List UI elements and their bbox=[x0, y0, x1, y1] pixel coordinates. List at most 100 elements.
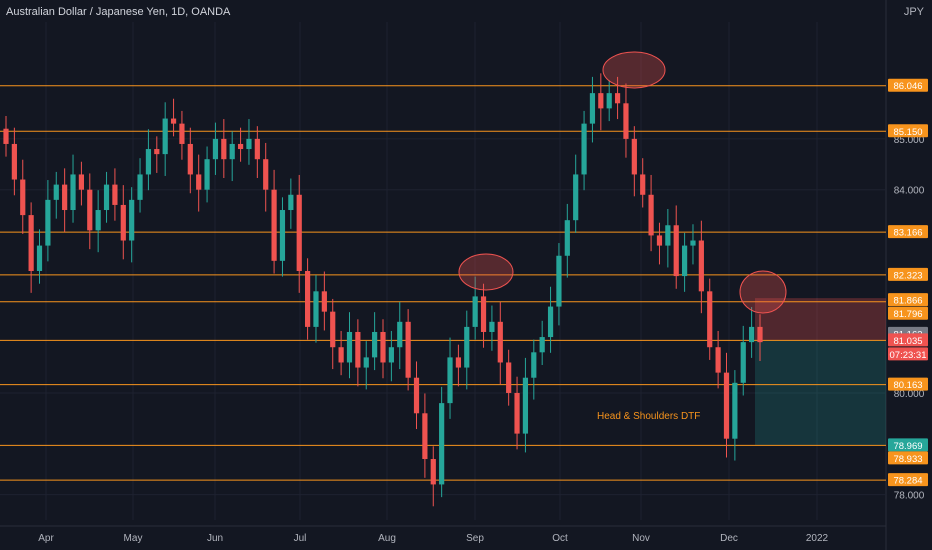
candle-body bbox=[497, 321, 503, 363]
candle-body bbox=[723, 372, 730, 439]
candle-body bbox=[606, 93, 612, 109]
chart-title: Australian Dollar / Japanese Yen, 1D, OA… bbox=[6, 6, 231, 18]
price-label: 78.284 bbox=[893, 476, 922, 487]
candle-body bbox=[648, 194, 654, 236]
candle-body bbox=[120, 204, 126, 241]
price-label: 78.969 bbox=[893, 441, 922, 452]
candle-body bbox=[581, 123, 587, 175]
candle-body bbox=[598, 93, 604, 109]
candle-body bbox=[547, 306, 554, 338]
candle-body bbox=[28, 215, 34, 271]
x-tick-label: Sep bbox=[466, 533, 484, 544]
price-label-box bbox=[888, 438, 928, 452]
candle-body bbox=[112, 184, 118, 205]
candle-body bbox=[212, 138, 219, 160]
x-tick-label: May bbox=[124, 533, 143, 544]
candle-body bbox=[246, 138, 252, 150]
candle-body bbox=[196, 174, 202, 190]
candle-body bbox=[439, 403, 445, 485]
target-zone-box bbox=[755, 340, 886, 446]
candle-body bbox=[464, 326, 470, 368]
candle-body bbox=[355, 331, 361, 368]
candle-body bbox=[187, 143, 193, 175]
price-label: 80.163 bbox=[893, 380, 922, 391]
candle-body bbox=[129, 199, 135, 241]
candle-body bbox=[682, 245, 688, 277]
candle-body bbox=[254, 138, 260, 160]
candle-body bbox=[70, 174, 76, 211]
candle-body bbox=[137, 174, 143, 200]
y-tick-label: 80.000 bbox=[894, 389, 925, 400]
candle-body bbox=[614, 93, 621, 104]
price-label-box bbox=[888, 333, 928, 347]
candle-body bbox=[204, 159, 210, 190]
candle-body bbox=[430, 459, 436, 485]
price-label-box bbox=[888, 78, 928, 92]
candle-body bbox=[53, 184, 59, 200]
candle-body bbox=[372, 331, 378, 358]
candle-body bbox=[36, 245, 43, 271]
x-tick-label: Jul bbox=[294, 533, 307, 544]
x-tick-label: Jun bbox=[207, 533, 223, 544]
price-label: 86.046 bbox=[893, 81, 922, 92]
highlight-ellipse bbox=[602, 51, 666, 89]
candle-body bbox=[3, 128, 9, 144]
y-tick-label: 84.000 bbox=[894, 186, 925, 197]
x-tick-label: Nov bbox=[632, 533, 650, 544]
candle-body bbox=[480, 296, 487, 332]
candle-body bbox=[422, 413, 428, 460]
candle-body bbox=[690, 240, 696, 246]
candle-body bbox=[288, 194, 294, 211]
candle-body bbox=[589, 93, 596, 124]
candle-body bbox=[539, 337, 545, 353]
candle-body bbox=[263, 159, 269, 190]
candle-body bbox=[20, 179, 26, 216]
candle-body bbox=[556, 255, 562, 307]
highlight-ellipse bbox=[458, 253, 514, 291]
candle-body bbox=[397, 321, 403, 348]
candle-body bbox=[413, 377, 420, 414]
candle-body bbox=[62, 184, 68, 211]
pattern-annotation: Head & Shoulders DTF bbox=[597, 411, 701, 422]
price-label: 07:23:31 bbox=[890, 350, 927, 361]
price-label-box bbox=[888, 347, 928, 361]
price-label: 83.166 bbox=[893, 228, 922, 239]
candle-body bbox=[472, 296, 478, 327]
candle-body bbox=[95, 210, 101, 231]
highlight-ellipse bbox=[739, 270, 787, 314]
candle-body bbox=[237, 143, 244, 150]
candle-body bbox=[229, 143, 235, 160]
candle-body bbox=[522, 377, 529, 434]
candle-body bbox=[103, 184, 110, 211]
candle-body bbox=[656, 235, 663, 246]
candle-body bbox=[732, 382, 738, 439]
price-label: 81.866 bbox=[893, 296, 922, 307]
candle-body bbox=[489, 321, 495, 332]
candle-body bbox=[296, 194, 302, 271]
candle-body bbox=[145, 149, 152, 175]
candle-body bbox=[740, 342, 746, 383]
candle-body bbox=[455, 357, 461, 368]
price-label: 81.796 bbox=[893, 309, 922, 320]
price-label-box bbox=[888, 473, 928, 487]
candle-body bbox=[665, 225, 671, 246]
candle-body bbox=[673, 225, 679, 277]
candle-body bbox=[279, 210, 286, 261]
candle-body bbox=[506, 362, 512, 393]
x-tick-label: Oct bbox=[552, 533, 568, 544]
candle-body bbox=[154, 149, 160, 155]
candle-body bbox=[271, 189, 277, 261]
price-label-box bbox=[888, 225, 928, 239]
candle-body bbox=[757, 326, 763, 343]
candle-body bbox=[321, 291, 327, 312]
candle-body bbox=[87, 189, 93, 231]
candle-body bbox=[380, 331, 386, 363]
candle-body bbox=[346, 331, 353, 363]
candle-body bbox=[363, 357, 369, 368]
x-tick-label: 2022 bbox=[806, 533, 829, 544]
stop-zone-box bbox=[755, 298, 886, 341]
x-tick-label: Dec bbox=[720, 533, 738, 544]
candle-body bbox=[640, 174, 646, 195]
